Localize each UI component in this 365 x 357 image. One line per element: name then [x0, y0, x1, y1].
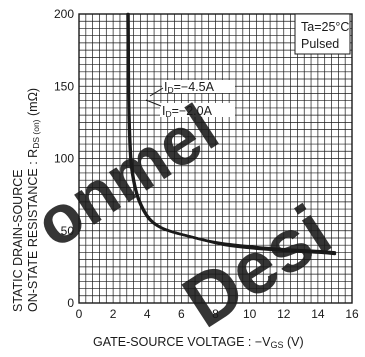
series-label-4-5a: ID=−4.5A	[149, 80, 235, 97]
y-tick-label: 0	[67, 296, 74, 310]
x-tick-label: 10	[243, 307, 257, 321]
x-tick-label: 6	[178, 307, 185, 321]
series-label-4-5a-sub: D	[167, 85, 173, 95]
series-label-2-0a: ID=−2.0A	[145, 99, 235, 119]
tick-labels: 0 2 4 6 8 10 12 14 16 0 50 100 150 200	[54, 7, 359, 321]
x-tick-label: 12	[277, 307, 291, 321]
series-label-4-5a-value: =−4.5A	[174, 80, 215, 94]
y-axis-label-line2-unit: (mΩ)	[26, 88, 40, 120]
y-tick-label: 200	[54, 7, 74, 21]
series-label-2-0a-value: =−2.0A	[172, 104, 213, 118]
y-axis-label-line1: STATIC DRAIN-SOURCE	[11, 169, 25, 312]
series-lines	[126, 12, 337, 256]
svg-text:ID=−4.5A: ID=−4.5A	[164, 80, 215, 95]
x-tick-label: 14	[311, 307, 325, 321]
x-axis-label-unit: (V)	[283, 335, 303, 349]
conditions-box: Ta=25°C Pulsed	[294, 13, 351, 55]
x-tick-label: 8	[212, 307, 219, 321]
y-axis-label-line2-main: ON-STATE RESISTANCE : R	[26, 149, 40, 312]
y-axis-label-line2: ON-STATE RESISTANCE : RDS (on) (mΩ)	[26, 88, 41, 312]
x-axis-label-sub: GS	[270, 340, 283, 350]
y-tick-label: 100	[54, 152, 74, 166]
x-tick-label: 4	[144, 307, 151, 321]
plot-border	[78, 13, 353, 304]
svg-text:ID=−2.0A: ID=−2.0A	[162, 104, 213, 119]
y-tick-label: 150	[54, 79, 74, 93]
y-tick-label: 50	[61, 224, 75, 238]
x-axis-label-main: GATE-SOURCE VOLTAGE : −V	[93, 335, 271, 349]
series-label-2-0a-sub: D	[165, 109, 171, 119]
condition-pulsed: Pulsed	[301, 37, 339, 51]
y-axis-label: STATIC DRAIN-SOURCE ON-STATE RESISTANCE …	[11, 88, 41, 312]
condition-temperature: Ta=25°C	[301, 20, 349, 34]
y-axis-label-line2-sub: DS (on)	[31, 119, 41, 148]
x-tick-label: 0	[76, 307, 83, 321]
x-tick-label: 16	[345, 307, 359, 321]
plot-frame	[78, 13, 353, 304]
x-axis-label: GATE-SOURCE VOLTAGE : −VGS (V)	[93, 335, 304, 350]
series-label-4-5a-main: I	[164, 80, 167, 94]
series-line-2	[126, 12, 337, 256]
x-tick-label: 2	[110, 307, 117, 321]
series-label-2-0a-main: I	[162, 104, 165, 118]
grid	[79, 14, 352, 303]
